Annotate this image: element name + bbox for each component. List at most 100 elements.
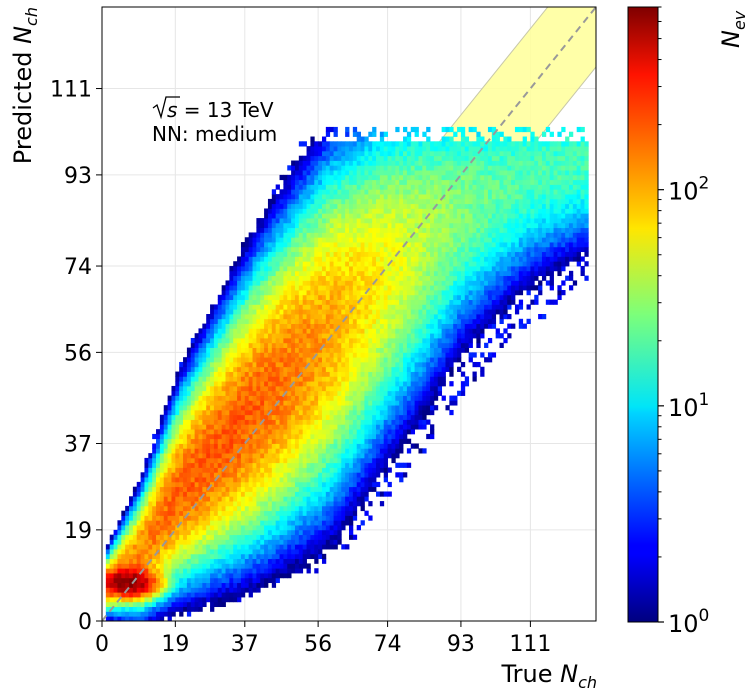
hist-cell xyxy=(202,357,207,363)
hist-cell xyxy=(183,481,188,488)
hist-cell xyxy=(329,424,334,430)
hist-cell xyxy=(349,520,354,526)
hist-cell xyxy=(368,170,373,176)
hist-cell xyxy=(152,443,157,449)
hist-cell xyxy=(341,270,346,277)
hist-cell xyxy=(329,510,334,516)
hist-cell xyxy=(186,448,192,454)
hist-cell xyxy=(198,357,203,363)
hist-cell xyxy=(248,314,253,320)
hist-cell xyxy=(202,539,207,545)
hist-cell xyxy=(213,419,219,425)
hist-cell xyxy=(379,309,385,315)
hist-cell xyxy=(379,136,385,142)
hist-cell xyxy=(233,501,238,507)
hist-cell xyxy=(271,275,277,281)
hist-cell xyxy=(252,563,257,569)
hist-cell xyxy=(314,505,319,512)
hist-cell xyxy=(302,409,307,416)
hist-cell xyxy=(271,352,277,358)
hist-cell xyxy=(183,577,188,584)
hist-cell xyxy=(221,510,226,516)
hist-cell xyxy=(291,280,296,286)
hist-cell xyxy=(186,467,192,473)
hist-cell xyxy=(341,309,346,315)
hist-cell xyxy=(314,419,319,425)
hist-cell xyxy=(248,568,253,574)
hist-cell xyxy=(379,501,385,507)
hist-cell xyxy=(302,189,307,195)
hist-cell xyxy=(360,429,365,435)
hist-cell xyxy=(356,467,361,473)
hist-cell xyxy=(310,424,315,430)
hist-cell xyxy=(298,390,304,396)
hist-cell xyxy=(198,333,203,339)
hist-cell xyxy=(298,568,304,574)
hist-cell xyxy=(310,218,315,224)
hist-cell xyxy=(283,515,288,521)
hist-cell xyxy=(179,486,184,492)
hist-cell xyxy=(260,381,265,387)
hist-cell xyxy=(183,501,188,507)
hist-cell xyxy=(318,337,323,344)
hist-cell xyxy=(125,592,130,598)
hist-cell xyxy=(194,481,199,488)
hist-cell xyxy=(210,342,215,348)
hist-cell xyxy=(298,553,304,560)
hist-cell xyxy=(383,309,388,315)
hist-cell xyxy=(213,337,219,344)
hist-cell xyxy=(225,515,230,521)
hist-cell xyxy=(321,328,327,334)
hist-cell xyxy=(287,299,292,305)
hist-cell xyxy=(225,323,230,329)
hist-cell xyxy=(325,179,331,185)
hist-cell xyxy=(360,409,365,416)
hist-cell xyxy=(136,616,141,621)
hist-cell xyxy=(399,366,404,372)
hist-cell xyxy=(325,462,331,468)
hist-cell xyxy=(294,222,300,229)
hist-cell xyxy=(260,501,265,507)
hist-cell xyxy=(136,525,141,531)
hist-cell xyxy=(387,337,392,344)
hist-cell xyxy=(321,390,327,396)
hist-cell xyxy=(337,390,342,396)
hist-cell xyxy=(144,529,149,536)
hist-cell xyxy=(167,582,172,588)
hist-cell xyxy=(345,270,350,277)
hist-cell xyxy=(260,352,265,358)
hist-cell xyxy=(256,376,261,382)
hist-cell xyxy=(329,126,334,133)
hist-cell xyxy=(310,246,315,253)
hist-cell xyxy=(383,170,388,176)
hist-cell xyxy=(248,409,253,416)
hist-cell xyxy=(221,453,226,459)
hist-cell xyxy=(221,318,226,324)
hist-cell xyxy=(206,534,211,540)
hist-cell xyxy=(113,563,118,569)
hist-cell xyxy=(325,299,331,305)
hist-cell xyxy=(244,400,250,406)
hist-cell xyxy=(360,505,365,512)
hist-cell xyxy=(383,337,388,344)
hist-cell xyxy=(271,457,277,464)
hist-cell xyxy=(294,539,300,545)
hist-cell xyxy=(206,323,211,329)
hist-cell xyxy=(152,481,157,488)
hist-cell xyxy=(368,285,373,291)
hist-cell xyxy=(129,577,134,584)
hist-cell xyxy=(352,280,358,286)
hist-cell xyxy=(306,227,311,233)
hist-cell xyxy=(321,486,327,492)
hist-cell xyxy=(279,337,284,344)
hist-cell xyxy=(333,213,338,219)
hist-cell xyxy=(333,309,338,315)
hist-cell xyxy=(264,237,269,243)
hist-cell xyxy=(129,534,134,540)
hist-cell xyxy=(240,371,246,377)
hist-cell xyxy=(283,467,288,473)
hist-cell xyxy=(372,218,377,224)
hist-cell xyxy=(356,203,361,209)
hist-cell xyxy=(148,573,153,579)
hist-cell xyxy=(275,299,280,305)
